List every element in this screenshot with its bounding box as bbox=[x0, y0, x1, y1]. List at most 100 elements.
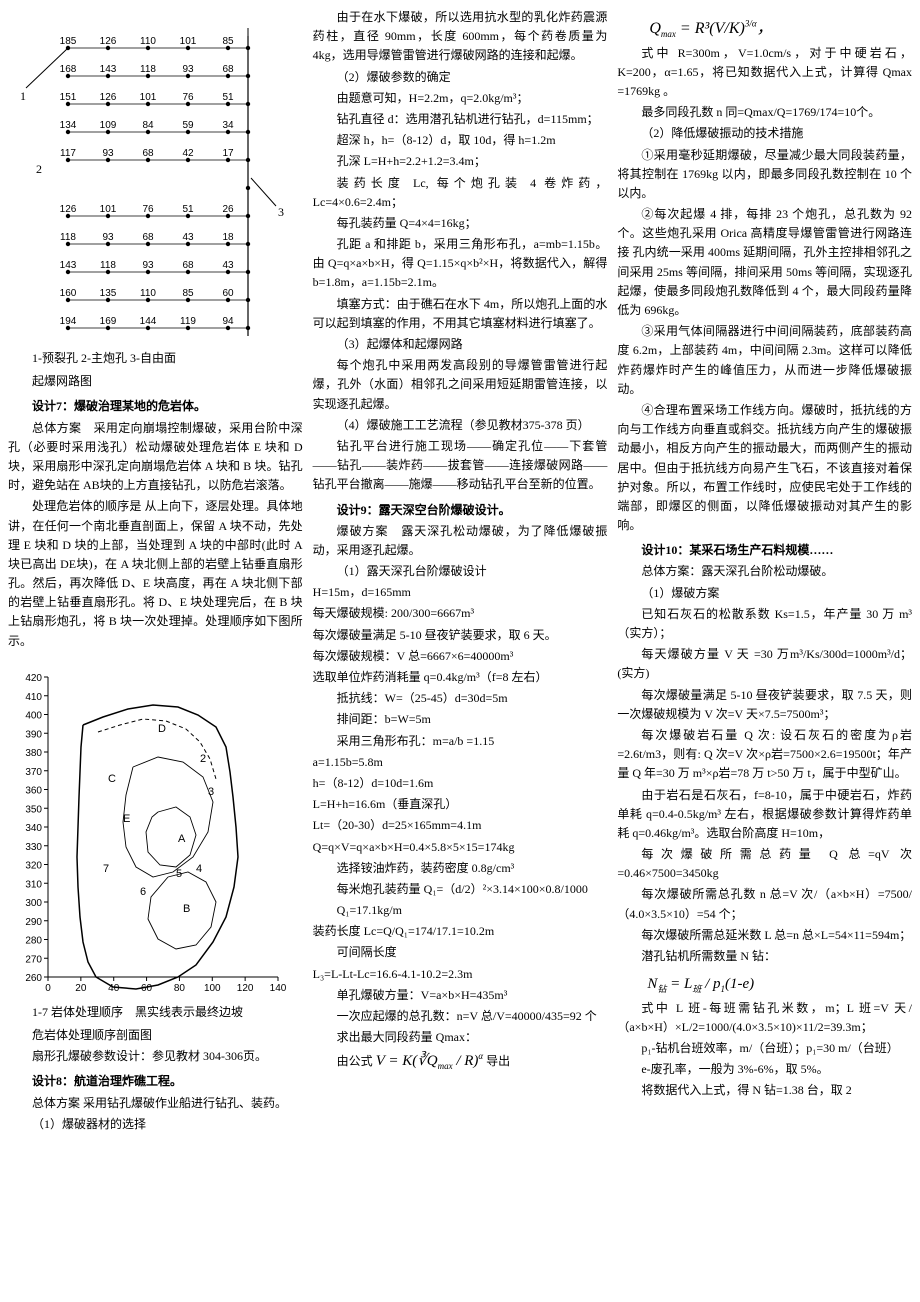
svg-text:B: B bbox=[183, 903, 190, 915]
svg-text:43: 43 bbox=[182, 232, 194, 243]
design9-l6: 抵抗线：W=（25-45）d=30d=5m bbox=[313, 689, 608, 708]
design9-s1: （1）露天深孔台阶爆破设计 bbox=[313, 562, 608, 581]
svg-text:2: 2 bbox=[36, 162, 42, 176]
design9-l10: h=（8-12）d=10d=1.6m bbox=[313, 774, 608, 793]
svg-text:135: 135 bbox=[100, 288, 117, 299]
svg-text:93: 93 bbox=[102, 232, 114, 243]
chart1-caption-a: 1-预裂孔 2-主炮孔 3-自由面 bbox=[8, 349, 303, 368]
design7-p2: 处理危岩体的顺序是 从上向下，逐层处理。具体地讲，在任何一个南北垂直剖面上，保留… bbox=[8, 497, 303, 651]
svg-text:68: 68 bbox=[142, 148, 154, 159]
design9-l12: Lt=（20-30）d=25×165mm=4.1m bbox=[313, 816, 608, 835]
design8-s3: （3）起爆体和起爆网路 bbox=[313, 335, 608, 354]
svg-text:340: 340 bbox=[25, 823, 42, 834]
svg-text:168: 168 bbox=[60, 64, 77, 75]
svg-text:3: 3 bbox=[278, 205, 284, 219]
design8-p1: 总体方案 采用钻孔爆破作业船进行钻孔、装药。 bbox=[8, 1094, 303, 1113]
design10-p14: 将数据代入上式，得 N 钻=1.38 台，取 2 bbox=[617, 1081, 912, 1100]
svg-text:185: 185 bbox=[60, 36, 77, 47]
network-diagram: 1851261101018516814311893681511261017651… bbox=[8, 8, 303, 343]
design10-p2: 已知石灰石的松散系数 Ks=1.5，年产量 30 万 m³（实方）； bbox=[617, 605, 912, 643]
svg-text:260: 260 bbox=[25, 973, 42, 984]
chart1-caption-b: 起爆网路图 bbox=[8, 372, 303, 391]
design10-p11: 式中 L 班-每班需钻孔米数，m；L 班=V 天/（a×b×H）×L/2=100… bbox=[617, 999, 912, 1037]
svg-text:410: 410 bbox=[25, 692, 42, 703]
design9-l23: 由公式 V = K(∛Qmax / R)α 导出 bbox=[313, 1049, 608, 1073]
design8-title: 设计8：航道治理炸礁工程。 bbox=[8, 1072, 303, 1091]
svg-text:93: 93 bbox=[102, 148, 114, 159]
design8-p10: 填塞方式：由于礁石在水下 4m，所以炮孔上面的水可以起到填塞的作用，不用其它填塞… bbox=[313, 295, 608, 333]
svg-text:76: 76 bbox=[142, 204, 154, 215]
design10-p9: 每次爆破所需总延米数 L 总=n 总×L=54×11=594m； bbox=[617, 926, 912, 945]
design9-p5: ②每次起爆 4 排，每排 23 个炮孔，总孔数为 92 个。这些炮孔采用 Ori… bbox=[617, 205, 912, 320]
svg-text:110: 110 bbox=[140, 288, 156, 299]
svg-text:68: 68 bbox=[142, 232, 154, 243]
svg-text:6: 6 bbox=[140, 886, 146, 898]
svg-text:169: 169 bbox=[100, 316, 117, 327]
svg-text:360: 360 bbox=[25, 785, 42, 796]
profile-diagram: 4204104003903803703603503403303203103002… bbox=[8, 657, 303, 997]
svg-text:18: 18 bbox=[222, 232, 234, 243]
svg-text:120: 120 bbox=[237, 983, 254, 994]
svg-text:118: 118 bbox=[60, 232, 76, 243]
design9-l20: 单孔爆破方量：V=a×b×H=435m³ bbox=[313, 986, 608, 1005]
design9-p7: ④合理布置采场工作线方向。爆破时，抵抗线的方向与工作线方向垂直或斜交。抵抗线方向… bbox=[617, 401, 912, 535]
svg-text:143: 143 bbox=[100, 64, 117, 75]
chart2-caption-b: 危岩体处理顺序剖面图 bbox=[8, 1026, 303, 1045]
svg-text:20: 20 bbox=[75, 983, 87, 994]
design10-p6: 由于岩石是石灰石，f=8-10，属于中硬岩石，炸药单耗 q=0.4-0.5kg/… bbox=[617, 786, 912, 844]
svg-text:68: 68 bbox=[182, 260, 194, 271]
design9-p2: 式中 R=300m，V=1.0cm/s，对于中硬岩石，K=200，α=1.65，… bbox=[617, 44, 912, 102]
design9-l4: 每次爆破规模：V 总=6667×6=40000m³ bbox=[313, 647, 608, 666]
design9-p4: ①采用毫秒延期爆破，尽量减少最大同段装药量，将其控制在 1769kg 以内，即最… bbox=[617, 146, 912, 204]
design10-s1: （1）爆破方案 bbox=[617, 584, 912, 603]
svg-text:51: 51 bbox=[182, 204, 194, 215]
svg-text:101: 101 bbox=[100, 204, 117, 215]
svg-text:390: 390 bbox=[25, 729, 42, 740]
design9-l7: 排间距：b=W=5m bbox=[313, 710, 608, 729]
svg-text:400: 400 bbox=[25, 710, 42, 721]
svg-text:84: 84 bbox=[142, 120, 154, 131]
design9-l3: 每次爆破量满足 5-10 昼夜铲装要求，取 6 天。 bbox=[313, 626, 608, 645]
design8-p6: 孔深 L=H+h=2.2+1.2=3.4m； bbox=[313, 152, 608, 171]
design9-l21: 一次应起爆的总孔数：n=V 总/V=40000/435=92 个 bbox=[313, 1007, 608, 1026]
svg-text:109: 109 bbox=[100, 120, 117, 131]
svg-text:D: D bbox=[158, 723, 166, 735]
design9-l16: Q₁=17.1kg/m bbox=[313, 901, 608, 920]
design8-p8: 每孔装药量 Q=4×4=16kg； bbox=[313, 214, 608, 233]
svg-text:43: 43 bbox=[222, 260, 234, 271]
svg-text:330: 330 bbox=[25, 842, 42, 853]
design9-l1: H=15m，d=165mm bbox=[313, 583, 608, 602]
svg-text:4: 4 bbox=[196, 863, 202, 875]
svg-text:370: 370 bbox=[25, 767, 42, 778]
svg-text:101: 101 bbox=[140, 92, 157, 103]
svg-text:118: 118 bbox=[140, 64, 156, 75]
design9-p3: 最多同段孔数 n 同=Qmax/Q=1769/174=10个。 bbox=[617, 103, 912, 122]
design10-p5: 每次爆破岩石量 Q 次: 设石灰石的密度为ρ岩=2.6t/m3，则有: Q 次=… bbox=[617, 726, 912, 784]
svg-text:51: 51 bbox=[222, 92, 234, 103]
svg-text:117: 117 bbox=[60, 148, 76, 159]
svg-text:80: 80 bbox=[174, 983, 186, 994]
design9-l13: Q=q×V=q×a×b×H=0.4×5.8×5×15=174kg bbox=[313, 838, 608, 857]
design9-l15: 每米炮孔装药量 Q₁=（d/2）²×3.14×100×0.8/1000 bbox=[313, 880, 608, 899]
svg-text:420: 420 bbox=[25, 673, 42, 684]
svg-text:A: A bbox=[178, 833, 186, 845]
svg-text:59: 59 bbox=[182, 120, 194, 131]
design7-title: 设计7：爆破治理某地的危岩体。 bbox=[8, 397, 303, 416]
design9-p1: 爆破方案 露天深孔松动爆破，为了降低爆破振动，采用逐孔起爆。 bbox=[313, 522, 608, 560]
svg-text:100: 100 bbox=[204, 983, 221, 994]
design10-p1: 总体方案：露天深孔台阶松动爆破。 bbox=[617, 562, 912, 581]
svg-text:60: 60 bbox=[222, 288, 234, 299]
design8-s1: （1）爆破器材的选择 bbox=[8, 1115, 303, 1134]
svg-text:350: 350 bbox=[25, 804, 42, 815]
svg-text:134: 134 bbox=[60, 120, 77, 131]
design9-l2: 每天爆破规模: 200/300=6667m³ bbox=[313, 604, 608, 623]
ndrill-formula: N钻 = L班 / p1(1-e) bbox=[617, 972, 912, 996]
svg-text:194: 194 bbox=[60, 316, 77, 327]
design10-title: 设计10：某采石场生产石料规模…… bbox=[617, 541, 912, 560]
svg-text:110: 110 bbox=[140, 36, 156, 47]
svg-text:118: 118 bbox=[100, 260, 116, 271]
design10-p8: 每次爆破所需总孔数 n 总=V 次/（a×b×H）=7500/（4.0×3.5×… bbox=[617, 885, 912, 923]
svg-text:1: 1 bbox=[20, 89, 26, 103]
design8-p3: 由题意可知，H=2.2m，q=2.0kg/m³； bbox=[313, 89, 608, 108]
design9-l22: 求出最大同段药量 Qmax： bbox=[313, 1028, 608, 1047]
